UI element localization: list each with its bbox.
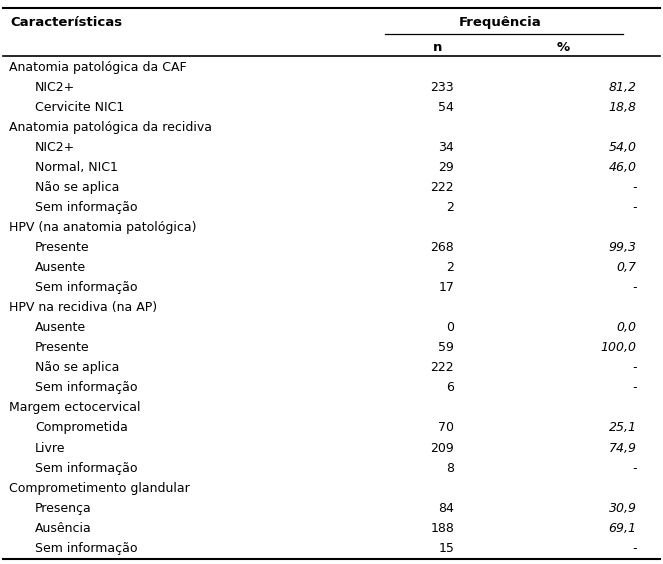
Text: Presença: Presença bbox=[35, 501, 92, 514]
Text: Presente: Presente bbox=[35, 241, 90, 254]
Text: -: - bbox=[632, 461, 636, 474]
Text: n: n bbox=[433, 41, 442, 54]
Text: 29: 29 bbox=[438, 161, 454, 174]
Text: Características: Características bbox=[10, 16, 122, 29]
Text: Margem ectocervical: Margem ectocervical bbox=[9, 402, 140, 415]
Text: HPV na recidiva (na AP): HPV na recidiva (na AP) bbox=[9, 301, 156, 314]
Text: 69,1: 69,1 bbox=[609, 522, 636, 535]
Text: 99,3: 99,3 bbox=[609, 241, 636, 254]
Text: Sem informação: Sem informação bbox=[35, 201, 138, 214]
Text: 34: 34 bbox=[438, 141, 454, 154]
Text: Anatomia patológica da recidiva: Anatomia patológica da recidiva bbox=[9, 121, 211, 134]
Text: -: - bbox=[632, 362, 636, 374]
Text: Comprometimento glandular: Comprometimento glandular bbox=[9, 482, 190, 495]
Text: 0: 0 bbox=[446, 321, 454, 334]
Text: 25,1: 25,1 bbox=[609, 421, 636, 434]
Text: Comprometida: Comprometida bbox=[35, 421, 128, 434]
Text: 2: 2 bbox=[446, 201, 454, 214]
Text: Cervicite NIC1: Cervicite NIC1 bbox=[35, 101, 125, 114]
Text: 100,0: 100,0 bbox=[601, 341, 636, 354]
Text: HPV (na anatomia patológica): HPV (na anatomia patológica) bbox=[9, 221, 196, 234]
Text: Livre: Livre bbox=[35, 442, 66, 455]
Text: 74,9: 74,9 bbox=[609, 442, 636, 455]
Text: Presente: Presente bbox=[35, 341, 90, 354]
Text: Não se aplica: Não se aplica bbox=[35, 181, 119, 194]
Text: %: % bbox=[557, 41, 570, 54]
Text: 54,0: 54,0 bbox=[609, 141, 636, 154]
Text: Não se aplica: Não se aplica bbox=[35, 362, 119, 374]
Text: 18,8: 18,8 bbox=[609, 101, 636, 114]
Text: 70: 70 bbox=[438, 421, 454, 434]
Text: 0,0: 0,0 bbox=[617, 321, 636, 334]
Text: 188: 188 bbox=[430, 522, 454, 535]
Text: Ausência: Ausência bbox=[35, 522, 92, 535]
Text: Ausente: Ausente bbox=[35, 261, 86, 274]
Text: -: - bbox=[632, 281, 636, 294]
Text: 81,2: 81,2 bbox=[609, 81, 636, 94]
Text: Sem informação: Sem informação bbox=[35, 461, 138, 474]
Text: 54: 54 bbox=[438, 101, 454, 114]
Text: 59: 59 bbox=[438, 341, 454, 354]
Text: 30,9: 30,9 bbox=[609, 501, 636, 514]
Text: -: - bbox=[632, 201, 636, 214]
Text: 209: 209 bbox=[430, 442, 454, 455]
Text: NIC2+: NIC2+ bbox=[35, 141, 76, 154]
Text: 222: 222 bbox=[430, 362, 454, 374]
Text: Anatomia patológica da CAF: Anatomia patológica da CAF bbox=[9, 61, 186, 74]
Text: Normal, NIC1: Normal, NIC1 bbox=[35, 161, 118, 174]
Text: Frequência: Frequência bbox=[459, 16, 542, 29]
Text: NIC2+: NIC2+ bbox=[35, 81, 76, 94]
Text: Ausente: Ausente bbox=[35, 321, 86, 334]
Text: 233: 233 bbox=[430, 81, 454, 94]
Text: 0,7: 0,7 bbox=[617, 261, 636, 274]
Text: 84: 84 bbox=[438, 501, 454, 514]
Text: 46,0: 46,0 bbox=[609, 161, 636, 174]
Text: Sem informação: Sem informação bbox=[35, 541, 138, 555]
Text: 2: 2 bbox=[446, 261, 454, 274]
Text: Sem informação: Sem informação bbox=[35, 281, 138, 294]
Text: -: - bbox=[632, 181, 636, 194]
Text: 268: 268 bbox=[430, 241, 454, 254]
Text: 222: 222 bbox=[430, 181, 454, 194]
Text: 8: 8 bbox=[446, 461, 454, 474]
Text: 6: 6 bbox=[446, 381, 454, 394]
Text: 15: 15 bbox=[438, 541, 454, 555]
Text: -: - bbox=[632, 381, 636, 394]
Text: -: - bbox=[632, 541, 636, 555]
Text: Sem informação: Sem informação bbox=[35, 381, 138, 394]
Text: 17: 17 bbox=[438, 281, 454, 294]
